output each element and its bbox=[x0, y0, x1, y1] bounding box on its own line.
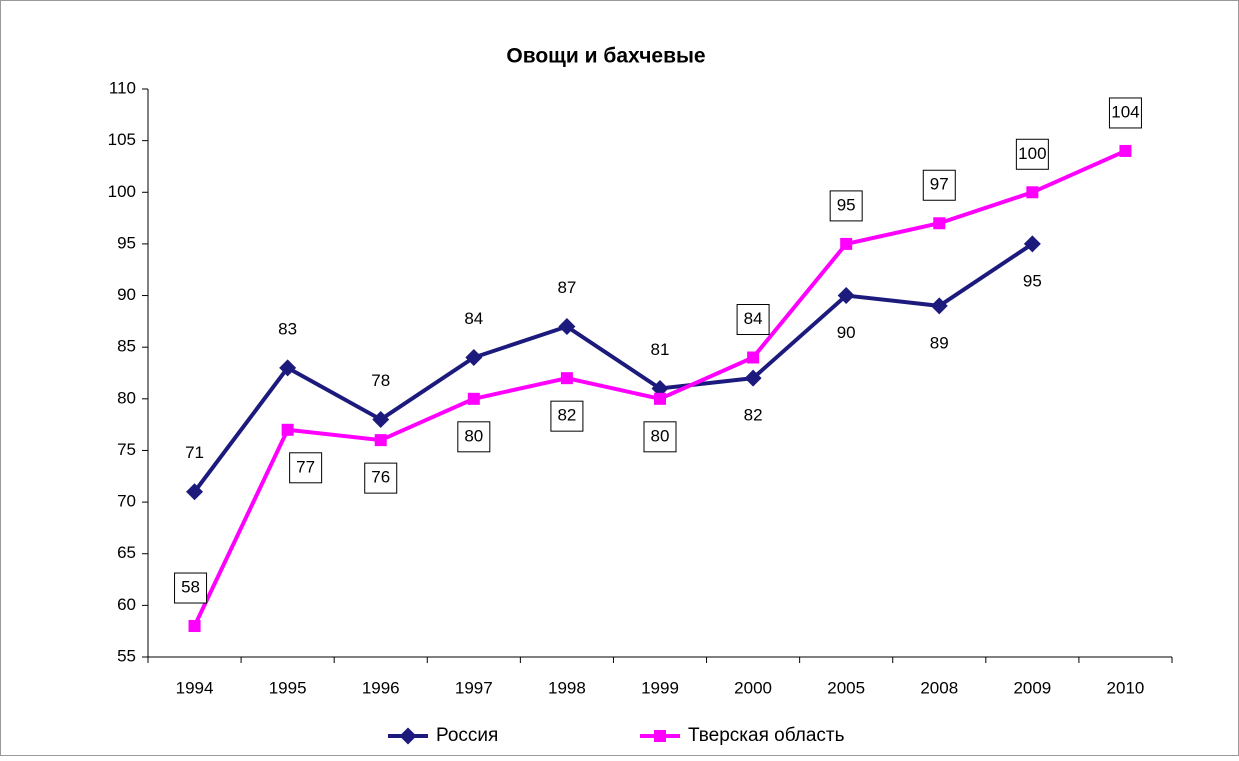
data-label-box bbox=[1108, 97, 1142, 129]
data-label: 95 bbox=[1023, 271, 1042, 290]
data-label-box bbox=[1015, 138, 1049, 170]
chart-title: Овощи и бахчевые bbox=[506, 45, 705, 68]
marker bbox=[281, 423, 294, 436]
data-label-box bbox=[364, 462, 398, 494]
data-label: 84 bbox=[744, 309, 763, 328]
y-tick-label: 100 bbox=[108, 182, 136, 201]
x-tick-label: 2009 bbox=[1013, 678, 1051, 697]
y-tick-label: 75 bbox=[117, 440, 136, 459]
y-tick-label: 80 bbox=[117, 388, 136, 407]
marker bbox=[465, 349, 483, 366]
marker bbox=[188, 620, 201, 633]
data-label: 77 bbox=[296, 457, 315, 476]
marker bbox=[933, 217, 946, 230]
data-label: 97 bbox=[930, 175, 949, 194]
x-tick-label: 1995 bbox=[269, 678, 307, 697]
data-label: 90 bbox=[837, 323, 856, 342]
marker bbox=[374, 434, 387, 447]
data-label: 78 bbox=[371, 371, 390, 390]
marker bbox=[654, 392, 666, 405]
y-tick-label: 110 bbox=[109, 78, 136, 97]
y-tick-label: 55 bbox=[117, 646, 136, 665]
data-label-box bbox=[174, 572, 208, 604]
data-label-box bbox=[550, 400, 584, 432]
marker bbox=[558, 318, 576, 336]
data-label-box bbox=[922, 169, 956, 201]
x-tick-label: 2000 bbox=[734, 678, 772, 697]
marker bbox=[1026, 186, 1039, 199]
y-tick-label: 85 bbox=[117, 337, 136, 356]
x-tick-label: 1996 bbox=[362, 678, 400, 697]
data-label: 82 bbox=[744, 406, 763, 425]
data-label-box bbox=[829, 190, 863, 222]
marker bbox=[930, 297, 948, 315]
data-label-box bbox=[457, 421, 491, 453]
y-tick-label: 95 bbox=[117, 233, 136, 252]
data-label: 95 bbox=[837, 195, 856, 214]
data-label: 81 bbox=[651, 340, 670, 359]
data-label: 80 bbox=[651, 426, 670, 445]
data-label: 80 bbox=[464, 426, 483, 445]
x-tick-label: 1998 bbox=[548, 678, 586, 697]
data-label-box bbox=[643, 421, 677, 453]
marker bbox=[747, 351, 760, 364]
marker bbox=[651, 380, 669, 397]
data-label: 76 bbox=[371, 468, 390, 487]
marker bbox=[467, 392, 480, 405]
data-label: 84 bbox=[464, 309, 483, 328]
y-tick-label: 65 bbox=[117, 543, 136, 562]
x-tick-label: 1997 bbox=[455, 678, 493, 697]
x-tick-label: 2008 bbox=[920, 678, 958, 697]
x-tick-label: 1994 bbox=[176, 678, 214, 697]
marker bbox=[840, 237, 853, 250]
data-label: 87 bbox=[557, 278, 576, 297]
marker bbox=[279, 359, 297, 377]
data-label: 100 bbox=[1018, 144, 1046, 163]
marker bbox=[837, 287, 855, 305]
marker bbox=[560, 372, 573, 385]
marker bbox=[1119, 144, 1132, 157]
x-tick-label: 2010 bbox=[1107, 678, 1145, 697]
data-label: 83 bbox=[278, 319, 297, 338]
data-label: 71 bbox=[185, 443, 204, 462]
legend-label: Тверская область bbox=[688, 725, 845, 746]
y-tick-label: 90 bbox=[117, 285, 136, 304]
marker bbox=[744, 369, 762, 387]
legend-marker bbox=[654, 730, 666, 742]
y-tick-label: 60 bbox=[117, 595, 136, 614]
x-tick-label: 1999 bbox=[641, 678, 679, 697]
x-tick-label: 2005 bbox=[827, 678, 865, 697]
legend-marker bbox=[399, 727, 417, 745]
legend-label: Россия bbox=[436, 725, 498, 746]
data-label: 58 bbox=[181, 578, 200, 597]
y-tick-label: 70 bbox=[117, 492, 136, 511]
data-label: 89 bbox=[930, 333, 949, 352]
data-label: 82 bbox=[557, 406, 576, 425]
marker bbox=[186, 483, 204, 501]
y-tick-label: 105 bbox=[108, 130, 136, 149]
marker bbox=[372, 410, 390, 428]
data-label-box bbox=[736, 304, 770, 336]
series-line bbox=[192, 242, 1034, 493]
data-label-box bbox=[289, 452, 323, 484]
data-label: 104 bbox=[1111, 102, 1139, 121]
